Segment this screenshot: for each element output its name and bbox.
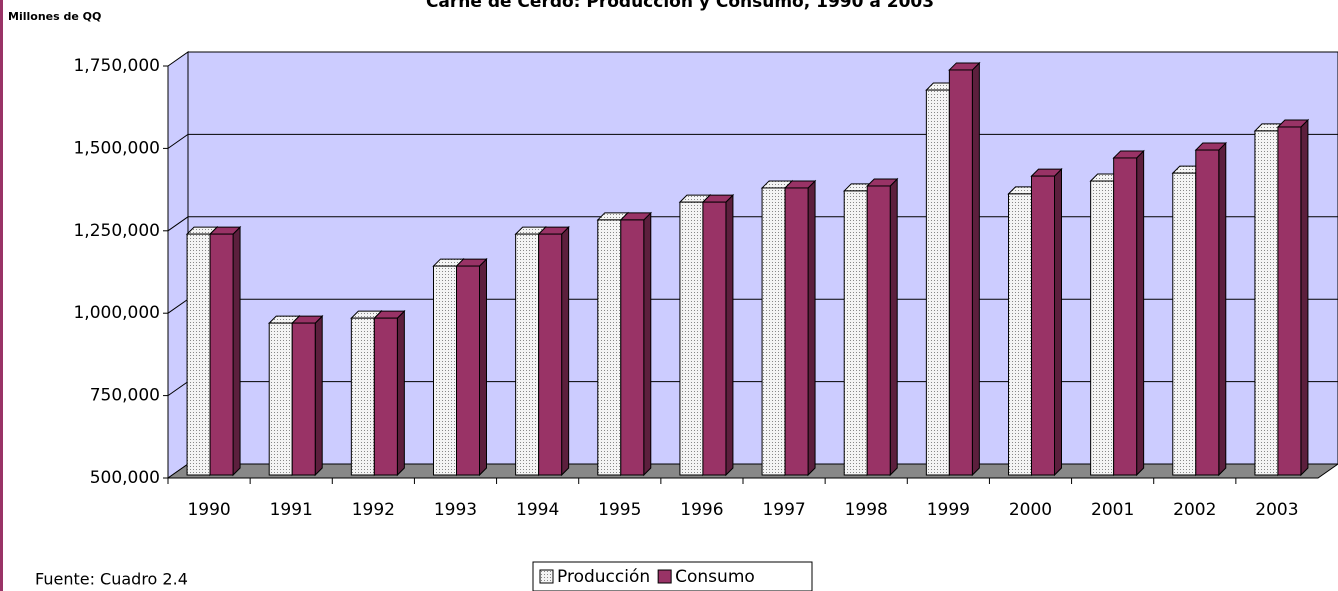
bar bbox=[925, 89, 950, 476]
x-tick-label: 1999 bbox=[927, 500, 970, 520]
y-axis-label: Millones de QQ bbox=[8, 10, 101, 23]
bar bbox=[1031, 175, 1055, 476]
x-tick-label: 2000 bbox=[1009, 500, 1052, 520]
bar bbox=[1254, 130, 1279, 476]
x-tick-label: 1991 bbox=[270, 500, 313, 520]
x-tick-label: 1996 bbox=[680, 500, 723, 520]
y-tick-label: 750,000 bbox=[90, 386, 160, 406]
bar bbox=[1195, 149, 1220, 476]
bar bbox=[1090, 180, 1115, 476]
bar-side bbox=[314, 314, 323, 477]
source-note: Fuente: Cuadro 2.4 bbox=[35, 570, 188, 589]
bar bbox=[1113, 157, 1138, 476]
bar-side bbox=[561, 225, 570, 477]
bar-side bbox=[232, 225, 241, 477]
bar bbox=[679, 201, 704, 476]
x-tick-label: 2002 bbox=[1173, 500, 1216, 520]
bar bbox=[209, 233, 234, 476]
legend-label: Consumo bbox=[675, 567, 755, 587]
bar bbox=[597, 219, 622, 476]
bar bbox=[186, 233, 211, 476]
x-tick-label: 1993 bbox=[434, 500, 477, 520]
bar bbox=[620, 219, 645, 476]
bar-side bbox=[643, 211, 652, 477]
bar bbox=[843, 190, 868, 476]
y-tick-label: 1,500,000 bbox=[73, 138, 160, 158]
bar bbox=[948, 69, 973, 476]
x-tick-label: 1997 bbox=[762, 500, 805, 520]
bar bbox=[784, 187, 809, 476]
bar bbox=[373, 317, 398, 476]
side-wall bbox=[167, 51, 189, 479]
x-tick-label: 1994 bbox=[516, 500, 559, 520]
bar bbox=[350, 317, 375, 476]
bar-side bbox=[479, 257, 487, 477]
floor bbox=[166, 463, 1338, 479]
y-tick-label: 1,250,000 bbox=[73, 221, 160, 241]
y-tick-label: 500,000 bbox=[90, 468, 160, 488]
legend-swatch bbox=[657, 569, 672, 584]
bar-side bbox=[889, 177, 898, 477]
bar bbox=[866, 185, 891, 476]
bar-side bbox=[725, 193, 734, 477]
y-tick-label: 1,000,000 bbox=[73, 303, 160, 323]
bar bbox=[515, 233, 540, 476]
chart-title: Carne de Cerdo: Producción y Consumo, 19… bbox=[426, 0, 934, 12]
left-border bbox=[0, 0, 3, 591]
bar bbox=[268, 322, 293, 476]
bar bbox=[1277, 126, 1302, 476]
bar bbox=[291, 322, 316, 476]
bar bbox=[761, 187, 786, 476]
legend bbox=[532, 561, 813, 591]
bar-side bbox=[1218, 141, 1227, 477]
bar-side bbox=[1136, 149, 1145, 477]
legend-swatch bbox=[539, 569, 554, 584]
bar bbox=[1008, 193, 1032, 476]
bar bbox=[433, 265, 457, 476]
x-tick-label: 1990 bbox=[187, 500, 230, 520]
x-tick-label: 1992 bbox=[352, 500, 395, 520]
bar bbox=[702, 201, 727, 476]
x-tick-label: 1998 bbox=[845, 500, 888, 520]
x-tick-label: 1995 bbox=[598, 500, 641, 520]
bar-side bbox=[396, 309, 405, 477]
y-tick-label: 1,750,000 bbox=[73, 56, 160, 76]
bar bbox=[1172, 172, 1197, 476]
bar-side bbox=[807, 179, 816, 477]
x-tick-label: 2003 bbox=[1255, 500, 1298, 520]
bar-side bbox=[971, 61, 980, 477]
bar-side bbox=[1300, 118, 1309, 477]
bar bbox=[456, 265, 480, 476]
legend-label: Producción bbox=[557, 567, 650, 587]
bar bbox=[538, 233, 563, 476]
bar-side bbox=[1054, 167, 1062, 477]
x-tick-label: 2001 bbox=[1091, 500, 1134, 520]
